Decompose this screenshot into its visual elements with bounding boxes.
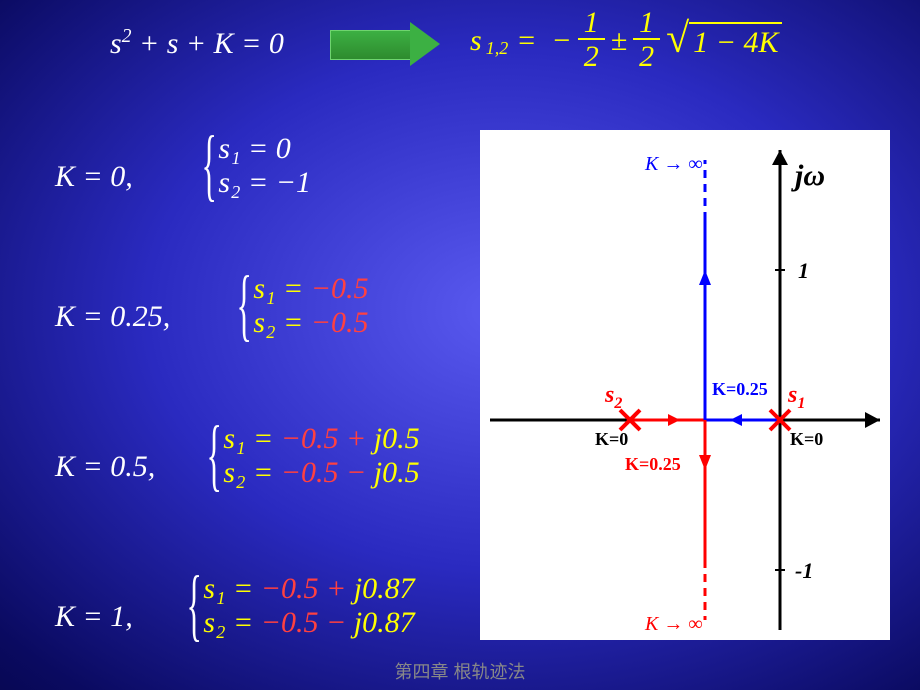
k05-s1: s₁ = −0.5 + j0.5 — [223, 422, 419, 456]
k0-s1: s₁ = 0 — [218, 132, 311, 166]
k025-s1: s₁ = −0.5 — [253, 272, 368, 306]
k05-s2: s₂ = −0.5 − j0.5 — [223, 456, 419, 490]
tick-neg1: -1 — [795, 558, 813, 583]
s2-label: s2 — [604, 382, 622, 412]
k0-s2: s₂ = −1 — [218, 166, 311, 200]
case-k025-values: { s₁ = −0.5 s₂ = −0.5 — [225, 260, 369, 351]
characteristic-equation: s2 + s + K = 0 — [110, 26, 284, 61]
case-k0-label: K = 0, — [55, 160, 133, 194]
k1-s1: s₁ = −0.5 + j0.87 — [203, 572, 414, 606]
k-inf-bot-label: K → ∞ — [644, 613, 703, 635]
roots-formula: s 1,2 = − 1 2 ± 1 2 √ 1 − 4K — [470, 8, 782, 73]
k025-bot-label: K=0.25 — [625, 454, 681, 474]
locus-up-arrow — [699, 270, 711, 285]
s1-label: s1 — [787, 382, 805, 412]
locus-real-right-arrow — [730, 414, 742, 426]
case-k025-label: K = 0.25, — [55, 300, 170, 334]
k025-top-label: K=0.25 — [712, 379, 768, 399]
locus-real-left-arrow — [668, 414, 680, 426]
k025-s2: s₂ = −0.5 — [253, 306, 368, 340]
k0-left-label: K=0 — [595, 429, 628, 449]
eq-text: s2 + s + K = 0 — [110, 27, 284, 60]
plot-svg: 1 -1 jω K → ∞ K → ∞ K=0.25 K=0. — [480, 130, 890, 640]
case-k1-label: K = 1, — [55, 600, 133, 634]
k1-s2: s₂ = −0.5 − j0.87 — [203, 606, 414, 640]
k0-right-label: K=0 — [790, 429, 823, 449]
tick-1: 1 — [798, 258, 809, 283]
real-axis-arrow — [865, 412, 880, 428]
case-k0-values: { s₁ = 0 s₂ = −1 — [190, 120, 311, 211]
case-k05-label: K = 0.5, — [55, 450, 155, 484]
k-inf-top-label: K → ∞ — [644, 153, 703, 175]
locus-down-arrow — [699, 455, 711, 470]
root-locus-plot: 1 -1 jω K → ∞ K → ∞ K=0.25 K=0. — [480, 130, 890, 640]
case-k1-values: { s₁ = −0.5 + j0.87 s₂ = −0.5 − j0.87 — [175, 560, 415, 651]
imag-axis-arrow — [772, 150, 788, 165]
case-k05-values: { s₁ = −0.5 + j0.5 s₂ = −0.5 − j0.5 — [195, 410, 420, 501]
footer-text: 第四章 根轨迹法 — [0, 658, 920, 684]
jw-label: jω — [791, 159, 825, 192]
